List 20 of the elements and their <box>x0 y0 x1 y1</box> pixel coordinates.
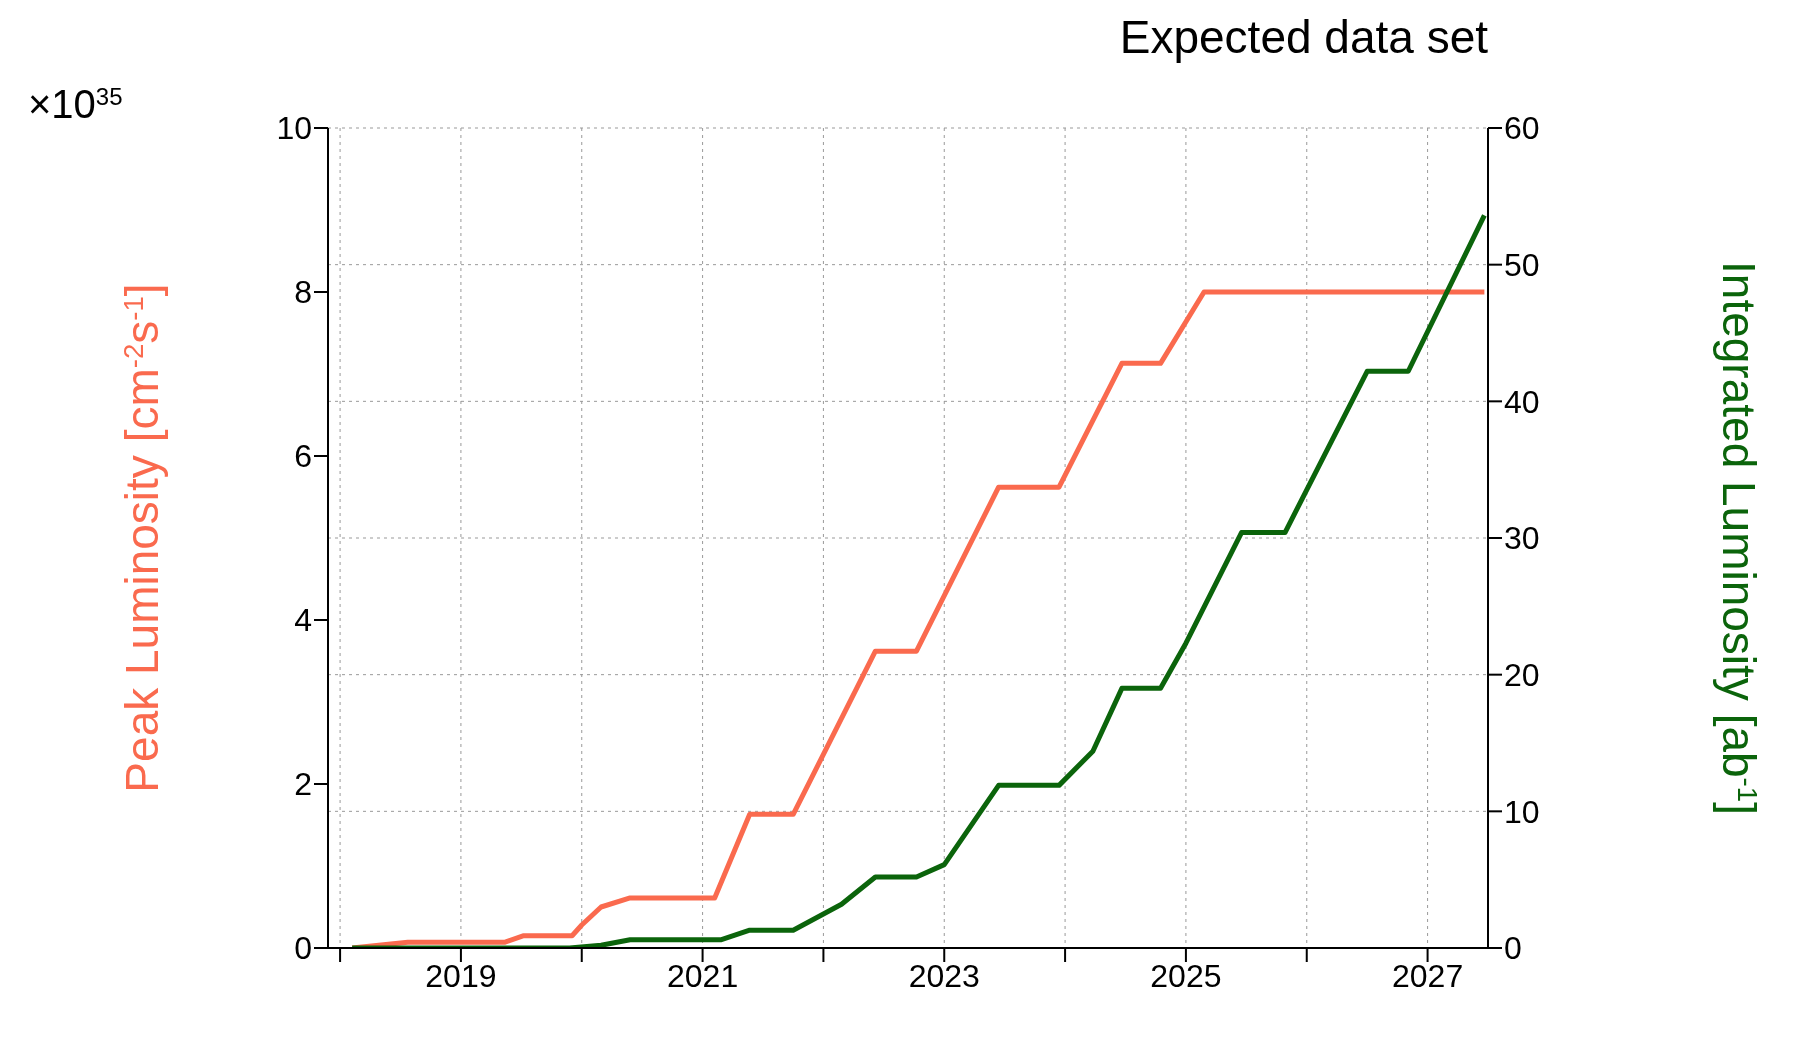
y2-tick-label: 40 <box>1504 383 1540 420</box>
chart-title: Expected data set <box>1119 11 1489 63</box>
x-tick-label: 2027 <box>1391 957 1464 994</box>
y2-tick-label: 10 <box>1504 793 1540 830</box>
x-tick-label: 2023 <box>908 957 980 994</box>
y-tick-label: 8 <box>294 274 312 311</box>
y-tick-label: 0 <box>294 930 312 967</box>
y2-tick-label: 60 <box>1504 110 1540 147</box>
y-tick-label: 2 <box>294 766 312 803</box>
y2-tick-label: 20 <box>1504 657 1540 694</box>
y-tick-label: 4 <box>294 602 312 639</box>
y2-tick-label: 50 <box>1504 247 1540 284</box>
y-tick-label: 6 <box>294 438 312 475</box>
x-tick-label: 2025 <box>1150 957 1222 994</box>
y2-tick-label: 30 <box>1504 520 1540 557</box>
x-tick-label: 2021 <box>666 957 739 994</box>
y2-tick-label: 0 <box>1504 930 1522 967</box>
text: ×10$^{35}$ <box>28 82 123 126</box>
y-tick-label: 10 <box>276 110 312 147</box>
x-tick-label: 2019 <box>425 957 497 994</box>
